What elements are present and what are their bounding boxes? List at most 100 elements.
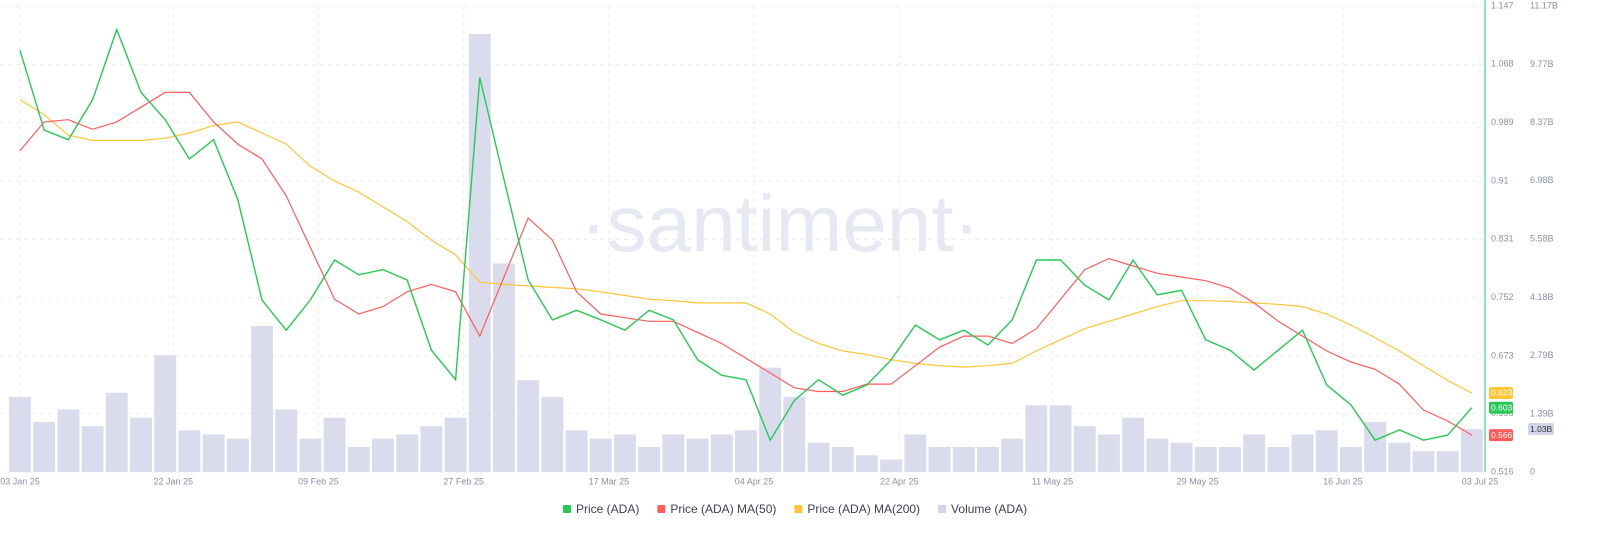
volume-bar bbox=[686, 438, 709, 472]
volume-bar bbox=[1218, 446, 1241, 472]
volume-bar bbox=[1170, 442, 1193, 472]
volume-bar bbox=[251, 325, 273, 472]
volume-bar bbox=[1436, 451, 1459, 472]
legend-swatch bbox=[657, 505, 666, 513]
volume-bar bbox=[323, 417, 346, 472]
end-badge-label: 0.566 bbox=[1491, 430, 1513, 440]
volume-bar bbox=[9, 396, 31, 472]
volume-bar bbox=[880, 459, 903, 472]
volume-bar bbox=[420, 426, 443, 472]
y2-tick-label: 6.98B bbox=[1530, 175, 1554, 185]
end-badge: 0.566 bbox=[1489, 429, 1513, 442]
volume-bar bbox=[831, 446, 854, 472]
y2-tick-label: 4.18B bbox=[1530, 292, 1554, 302]
volume-bar bbox=[638, 446, 661, 472]
y2-tick-label: 5.58B bbox=[1530, 234, 1554, 244]
volume-bar bbox=[372, 438, 394, 472]
x-tick-label: 04 Apr 25 bbox=[735, 476, 774, 486]
volume-bar bbox=[105, 392, 128, 472]
legend: Price (ADA) Price (ADA) MA(50) Price (ADA)… bbox=[563, 502, 1027, 516]
volume-bar bbox=[1001, 438, 1024, 472]
end-badge-bg bbox=[1489, 386, 1513, 399]
legend-label: Price (ADA) MA(50) bbox=[670, 502, 776, 516]
volume-bar bbox=[735, 430, 757, 472]
volume-bar bbox=[1267, 446, 1290, 472]
y-tick-label: 0.831 bbox=[1491, 234, 1514, 244]
y2-tick-label: 2.79B bbox=[1530, 350, 1554, 360]
volume-bar bbox=[565, 430, 588, 472]
legend-label: Volume (ADA) bbox=[951, 502, 1027, 516]
end-badge: 0.603 bbox=[1489, 401, 1513, 414]
legend-swatch bbox=[563, 505, 571, 513]
volume-bar bbox=[1098, 434, 1120, 472]
x-tick-label: 16 Jun 25 bbox=[1323, 476, 1363, 486]
volume-bar bbox=[1194, 446, 1217, 472]
y-tick-label: 1.147 bbox=[1491, 0, 1514, 10]
x-tick-label: 22 Apr 25 bbox=[880, 476, 919, 486]
volume-bar bbox=[1146, 438, 1169, 472]
volume-bar bbox=[1049, 405, 1072, 472]
x-tick-label: 03 Jul 25 bbox=[1462, 476, 1499, 486]
x-tick-label: 03 Jan 25 bbox=[0, 476, 40, 486]
end-badge-bg bbox=[1489, 429, 1513, 442]
x-tick-label: 11 May 25 bbox=[1032, 476, 1073, 486]
watermark: ·santiment· bbox=[580, 179, 980, 268]
end-badge-label: 0.623 bbox=[1491, 388, 1513, 398]
series-line bbox=[19, 91, 1473, 436]
legend-label: Price (ADA) MA(200) bbox=[807, 502, 920, 516]
volume-bar bbox=[759, 367, 782, 472]
x-tick-label: 29 May 25 bbox=[1177, 476, 1219, 486]
volume-bar bbox=[1122, 417, 1145, 472]
volume-bar bbox=[904, 434, 927, 472]
y-tick-label: 0.516 bbox=[1491, 466, 1514, 476]
y-tick-label: 0.91 bbox=[1491, 175, 1509, 185]
y-tick-label: 1.068 bbox=[1491, 59, 1514, 69]
end-badge-bg bbox=[1528, 423, 1554, 436]
x-tick-label: 17 Mar 25 bbox=[589, 476, 630, 486]
volume-bar bbox=[299, 438, 322, 472]
legend-swatch bbox=[938, 505, 947, 513]
volume-bar bbox=[57, 409, 80, 472]
volume-bar bbox=[710, 434, 733, 472]
series-line bbox=[19, 99, 1473, 394]
y2-tick-label: 0 bbox=[1530, 466, 1535, 476]
volume-bar bbox=[1412, 451, 1435, 472]
x-tick-label: 22 Jan 25 bbox=[153, 476, 193, 486]
volume-bar bbox=[468, 33, 491, 472]
x-tick-label: 27 Feb 25 bbox=[443, 476, 484, 486]
volume-bar bbox=[589, 438, 612, 472]
volume-bar bbox=[1339, 446, 1362, 472]
volume-bar bbox=[1364, 421, 1387, 472]
y2-tick-label: 11.17B bbox=[1530, 0, 1558, 10]
volume-bar bbox=[1315, 430, 1338, 472]
x-tick-label: 09 Feb 25 bbox=[298, 476, 339, 486]
volume-bar bbox=[493, 263, 515, 472]
volume-bar bbox=[1025, 405, 1048, 472]
volume-bar bbox=[33, 421, 56, 472]
volume-bar bbox=[444, 417, 467, 472]
y-tick-label: 0.673 bbox=[1491, 350, 1514, 360]
legend-label: Price (ADA) bbox=[576, 502, 639, 516]
y-tick-label: 0.752 bbox=[1491, 292, 1514, 302]
volume-bar bbox=[614, 434, 636, 472]
volume-bar bbox=[396, 434, 419, 472]
volume-bar bbox=[178, 430, 201, 472]
volume-bar bbox=[1291, 434, 1314, 472]
volume-bar bbox=[952, 446, 975, 472]
end-badge-bg bbox=[1489, 401, 1513, 414]
y2-tick-label: 9.77B bbox=[1530, 59, 1554, 69]
volume-bar bbox=[1460, 429, 1483, 472]
volume-bar bbox=[81, 426, 104, 472]
volume-bar bbox=[977, 446, 999, 472]
y2-tick-label: 8.37B bbox=[1530, 117, 1554, 127]
volume-bar bbox=[807, 442, 830, 472]
series-line bbox=[19, 27, 1473, 442]
volume-bar bbox=[275, 409, 298, 472]
volume-bar bbox=[347, 446, 370, 472]
end-badge: 1.03B bbox=[1528, 423, 1554, 436]
volume-bar bbox=[1388, 442, 1411, 472]
legend-swatch bbox=[794, 505, 803, 513]
volume-bar bbox=[130, 417, 152, 472]
volume-bar bbox=[783, 396, 806, 472]
